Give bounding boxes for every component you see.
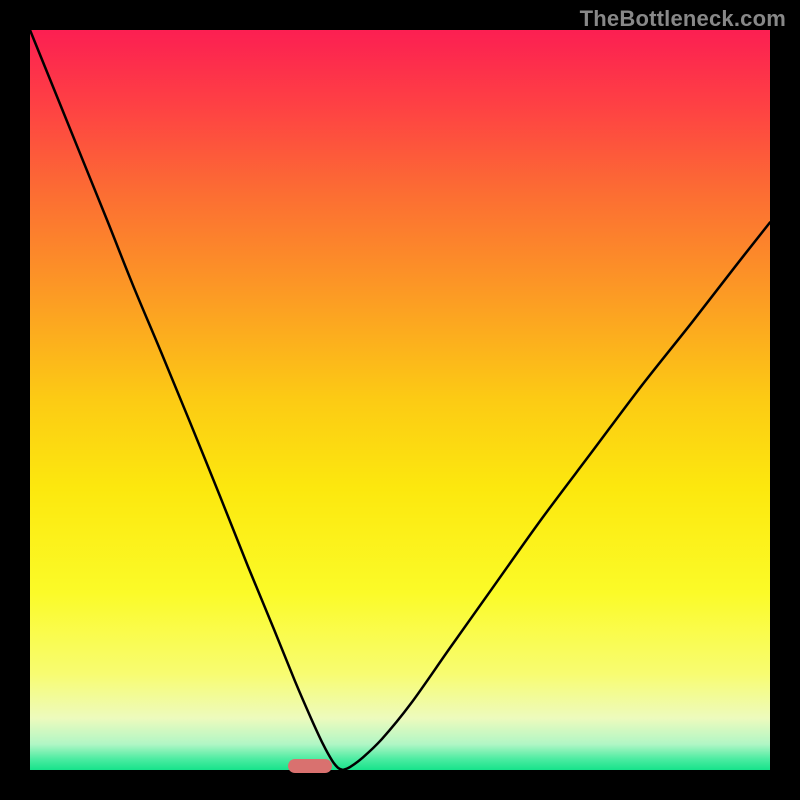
optimum-marker — [288, 759, 332, 773]
chart-container: TheBottleneck.com — [0, 0, 800, 800]
bottleneck-curve-plot — [0, 0, 800, 800]
watermark-text: TheBottleneck.com — [580, 6, 786, 32]
